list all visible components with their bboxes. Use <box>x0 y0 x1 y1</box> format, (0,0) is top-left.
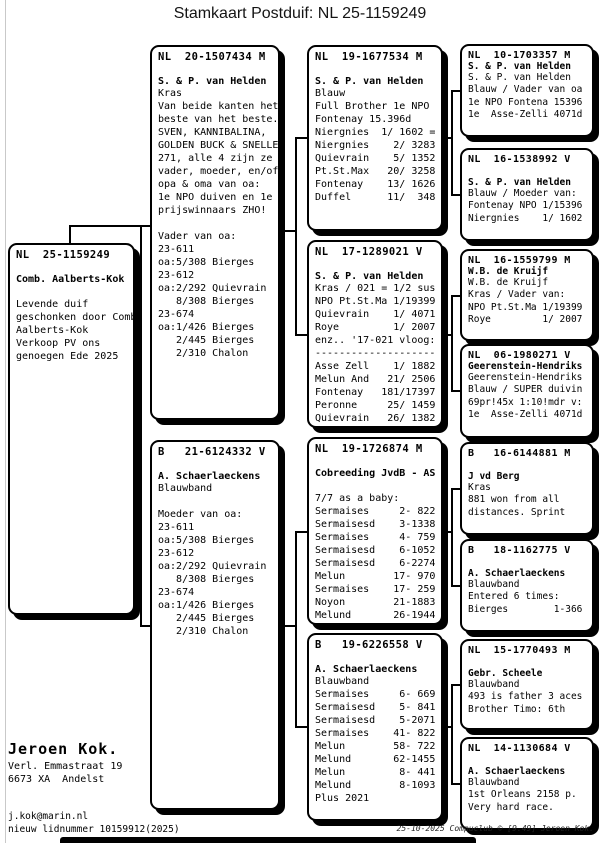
pedigree-box-father: NL 20-1507434 M S. & P. van Helden Kras … <box>150 45 280 420</box>
owner-address: Verl. Emmastraat 19 6673 XA Andelst <box>8 761 123 785</box>
ring-number: NL 20-1507434 M <box>158 51 266 63</box>
connector-line <box>451 488 453 587</box>
breeder-name: W.B. de Kruijf <box>468 266 549 277</box>
ring-number: NL 19-1726874 M <box>315 443 423 455</box>
connector-line <box>443 726 453 728</box>
breeder-name: S. & P. van Helden <box>468 61 571 72</box>
pedigree-box-text: S. & P. van Helden Blauw / Vader van oa … <box>468 72 583 121</box>
breeder-name: A. Schaerlaeckens <box>468 766 566 777</box>
pedigree-box-grandparent-3: NL 19-1726874 M Cobreeding JvdB - AS 7/7… <box>307 437 443 625</box>
pedigree-box-ggparent-6: B 18-1162775 V A. Schaerlaeckens Blauwba… <box>460 539 594 632</box>
connector-line <box>140 225 142 627</box>
pedigree-box-text: Kras 881 won from all distances. Sprint <box>468 482 566 518</box>
print-info-line: 25-10-2025 Compuclub © [9.49] Jeroen Kok… <box>396 824 594 833</box>
connector-line <box>295 726 307 728</box>
page-title: Stamkaart Postduif: NL 25-1159249 <box>173 5 427 22</box>
connector-line <box>69 225 71 243</box>
ring-number: NL 17-1289021 V <box>315 246 423 258</box>
connector-line <box>451 295 460 297</box>
page-edge-line <box>5 0 6 843</box>
breeder-name: J vd Berg <box>468 471 520 482</box>
ring-number: NL 19-1677534 M <box>315 51 423 63</box>
pedigree-box-text: Blauwband 493 is father 3 aces Brother T… <box>468 679 583 715</box>
breeder-name: S. & P. van Helden <box>158 76 267 87</box>
pedigree-box-text: Blauw / Moeder van: Fontenay NPO 1/15396… <box>468 188 583 224</box>
connector-line <box>443 137 453 139</box>
pedigree-box-ggparent-5: B 16-6144881 M J vd Berg Kras 881 won fr… <box>460 442 594 535</box>
connector-line <box>451 684 453 785</box>
pedigree-box-ggparent-2: NL 16-1538992 V S. & P. van Helden Blauw… <box>460 148 594 241</box>
breeder-name: A. Schaerlaeckens <box>315 664 418 675</box>
next-page-edge <box>60 837 476 843</box>
connector-line <box>451 390 460 392</box>
pedigree-box-mother: B 21-6124332 V A. Schaerlaeckens Blauwba… <box>150 440 280 810</box>
connector-line <box>443 531 453 533</box>
connector-line <box>451 90 460 92</box>
connector-line <box>280 230 297 232</box>
ring-number: NL 16-1538992 V <box>468 154 571 165</box>
breeder-name: A. Schaerlaeckens <box>158 471 261 482</box>
pedigree-box-ggparent-4: NL 06-1980271 V Geerenstein-Hendriks Gee… <box>460 344 594 438</box>
connector-line <box>451 90 453 196</box>
connector-line <box>69 225 150 227</box>
ring-number: NL 14-1130684 V <box>468 743 571 754</box>
breeder-name: S. & P. van Helden <box>315 271 424 282</box>
connector-line <box>451 295 453 392</box>
ring-number: B 18-1162775 V <box>468 545 571 556</box>
breeder-name: Geerenstein-Hendriks <box>468 361 583 372</box>
pedigree-box-text: Blauwband Entered 6 times: Bierges 1-366 <box>468 579 583 615</box>
ring-number: NL 16-1559799 M <box>468 255 571 266</box>
pedigree-box-text: Blauwband 1st Orleans 2158 p. Very hard … <box>468 777 577 813</box>
breeder-name: A. Schaerlaeckens <box>468 568 566 579</box>
pedigree-box-ggparent-7: NL 15-1770493 M Gebr. Scheele Blauwband … <box>460 639 594 730</box>
pedigree-box-text: 7/7 as a baby: Sermaises 2- 822 Sermaise… <box>315 493 436 621</box>
pedigree-box-text: Kras / 021 = 1/2 sus NPO Pt.St.Ma 1/1939… <box>315 283 436 424</box>
pedigree-box-text: Geerenstein-Hendriks Blauw / SUPER duivi… <box>468 372 583 421</box>
pedigree-box-grandparent-1: NL 19-1677534 M S. & P. van Helden Blauw… <box>307 45 443 231</box>
pedigree-box-grandparent-2: NL 17-1289021 V S. & P. van Helden Kras … <box>307 240 443 428</box>
ring-number: NL 15-1770493 M <box>468 645 571 656</box>
pedigree-box-ggparent-8: NL 14-1130684 V A. Schaerlaeckens Blauwb… <box>460 737 594 830</box>
pedigree-box-text: Blauwband Moeder van oa: 23-611 oa:5/308… <box>158 483 267 637</box>
breeder-name: Cobreeding JvdB - AS <box>315 468 436 479</box>
pedigree-box-ggparent-3: NL 16-1559799 M W.B. de Kruijf W.B. de K… <box>460 249 594 341</box>
connector-line <box>451 783 460 785</box>
connector-line <box>451 585 460 587</box>
connector-line <box>295 137 307 139</box>
connector-line <box>280 625 297 627</box>
connector-line <box>295 137 297 336</box>
connector-line <box>295 334 307 336</box>
ring-number: NL 06-1980271 V <box>468 350 571 361</box>
ring-number: NL 25-1159249 <box>16 249 111 261</box>
owner-name: Jeroen Kok. <box>8 740 119 758</box>
pedigree-box-text: Blauwband Sermaises 6- 669 Sermaisesd 5-… <box>315 676 436 804</box>
breeder-name: Comb. Aalberts-Kok <box>16 274 125 285</box>
pedigree-box-text: Blauw Full Brother 1e NPO Fontenay 15.39… <box>315 88 436 203</box>
connector-line <box>140 625 150 627</box>
ring-number: B 21-6124332 V <box>158 446 266 458</box>
breeder-name: Gebr. Scheele <box>468 668 543 679</box>
pedigree-box-grandparent-4: B 19-6226558 V A. Schaerlaeckens Blauwba… <box>307 633 443 821</box>
pedigree-box-text: Kras Van beide kanten het beste van het … <box>158 88 279 359</box>
connector-line <box>451 488 460 490</box>
pedigree-box-subject: NL 25-1159249 Comb. Aalberts-Kok Levende… <box>8 243 135 615</box>
owner-contact: j.kok@marin.nl nieuw lidnummer 10159912(… <box>8 811 180 835</box>
pedigree-box-text: W.B. de Kruijf Kras / Vader van: NPO Pt.… <box>468 277 583 326</box>
ring-number: B 16-6144881 M <box>468 448 571 459</box>
connector-line <box>295 531 297 728</box>
connector-line <box>295 531 307 533</box>
ring-number: NL 10-1703357 M <box>468 50 571 61</box>
breeder-name: S. & P. van Helden <box>468 177 571 188</box>
connector-line <box>443 334 453 336</box>
breeder-name: S. & P. van Helden <box>315 76 424 87</box>
ring-number: B 19-6226558 V <box>315 639 423 651</box>
connector-line <box>451 684 460 686</box>
pedigree-box-ggparent-1: NL 10-1703357 M S. & P. van Helden S. & … <box>460 44 594 137</box>
connector-line <box>451 194 460 196</box>
pedigree-box-text: Levende duif geschonken door Comb Aalber… <box>16 299 135 362</box>
